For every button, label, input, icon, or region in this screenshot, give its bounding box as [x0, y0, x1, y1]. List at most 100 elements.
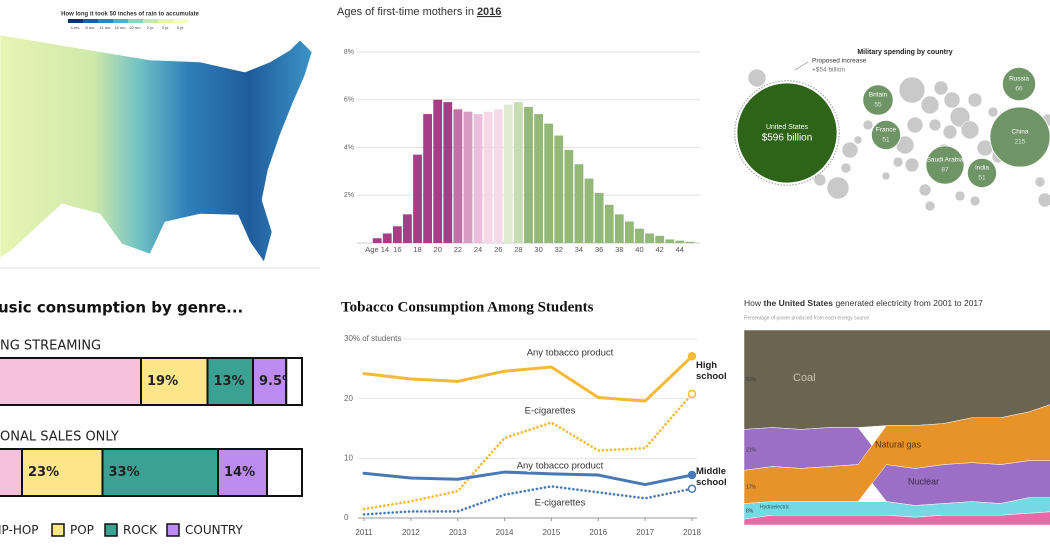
legend-label: 2 yr. [147, 25, 155, 30]
bar [372, 238, 382, 243]
bar [382, 233, 392, 243]
bar-segment [252, 357, 288, 406]
bar [413, 154, 422, 243]
end-dot [687, 470, 697, 480]
legend-label: COUNTRY [185, 523, 243, 537]
legend-swatch [166, 523, 180, 537]
other-country-bubble [943, 91, 961, 109]
bar [685, 241, 695, 243]
legend-label: POP [70, 523, 94, 537]
x-tick-label: 32 [555, 245, 563, 254]
group-label: High school [696, 360, 727, 382]
value-label: 8% [746, 509, 754, 515]
line-series [362, 354, 694, 403]
legend-swatch [51, 523, 65, 537]
area-band [743, 329, 1050, 430]
bar [584, 178, 594, 243]
chart-title: usic consumption by genre... [0, 299, 243, 317]
bar-segment [285, 357, 303, 406]
end-dot [687, 389, 697, 399]
bar [614, 214, 624, 243]
value-label: 21% [746, 447, 757, 453]
value-label: 17% [746, 484, 757, 490]
legend-swatch [104, 523, 118, 537]
group-label: Middle school [696, 466, 727, 488]
legend-label: ROCK [123, 523, 158, 537]
x-tick-label: 2016 [589, 528, 607, 537]
chart-title: Ages of first-time mothers in 2016 [337, 6, 501, 18]
x-tick-label: 2011 [355, 528, 373, 537]
chart-title: Tobacco Consumption Among Students [341, 299, 594, 315]
bubble-name: China [1012, 129, 1029, 136]
chart-title: Military spending by country [857, 49, 952, 56]
bar [665, 239, 675, 243]
x-tick-label: 38 [615, 245, 623, 254]
bubble-name: India [975, 165, 989, 172]
area-band [743, 511, 1050, 526]
annotation-leader [794, 61, 809, 71]
bubble-name: France [876, 127, 897, 134]
value-label: 23% [28, 465, 59, 480]
bubble-value: 66 [1015, 86, 1023, 93]
legend-label: 16 mo. [114, 25, 126, 30]
annotation-value: +$54 billion [812, 67, 845, 74]
bar [392, 226, 402, 243]
x-tick-label: 20 [434, 245, 442, 254]
other-country-bubble [1034, 176, 1046, 188]
other-country-bubble [904, 157, 920, 173]
series-label: Any tobacco product [527, 348, 614, 359]
bubble [925, 145, 965, 185]
legend-label: 5 yr. [177, 25, 185, 30]
legend-swatch [128, 19, 143, 23]
x-tick-label: 2013 [449, 528, 467, 537]
chart-title: How the United States generated electricit… [744, 298, 983, 308]
x-tick-label: 2018 [683, 528, 701, 537]
bubble-value: 55 [874, 102, 882, 109]
bar [493, 109, 503, 243]
x-tick-label: 30 [534, 245, 542, 254]
other-country-bubble [840, 162, 852, 174]
other-country-bubble [747, 68, 767, 88]
other-country-bubble [954, 190, 966, 202]
x-tick-label: 34 [575, 245, 583, 254]
bubble [966, 157, 998, 189]
x-tick-label: 22 [454, 245, 462, 254]
bubble [736, 82, 838, 184]
other-country-bubble [949, 106, 971, 128]
y-tick-label: 10 [344, 453, 353, 462]
bar-segment [266, 448, 303, 497]
other-country-bubble [906, 116, 924, 134]
bar [524, 106, 533, 243]
area-band [743, 404, 1050, 504]
row-label: ONAL SALES ONLY [0, 430, 119, 445]
line-series [362, 485, 694, 516]
legend-label: 3 yr. [162, 25, 170, 30]
bubble-name: Saudi Arabia [927, 157, 964, 164]
value-label: 13% [214, 374, 245, 389]
other-country-bubble [1037, 192, 1050, 208]
y-tick-label: 0 [344, 513, 349, 522]
other-country-bubble [928, 118, 942, 132]
y-tick-label: 20 [344, 394, 353, 403]
bar [564, 149, 574, 243]
other-country-bubble [813, 173, 827, 187]
legend-swatch [83, 19, 98, 23]
bar-segment [101, 448, 219, 497]
x-tick-label: 2015 [543, 528, 561, 537]
bar [514, 102, 523, 243]
x-tick-label: 18 [413, 245, 421, 254]
other-country-bubble [942, 124, 958, 140]
series-label: E-cigarettes [525, 406, 576, 417]
bar [554, 135, 564, 243]
legend-swatch [143, 19, 158, 23]
legend-label: 11 mo. [100, 25, 112, 30]
area-label: Coal [793, 372, 816, 384]
other-country-bubble [841, 141, 859, 159]
legend-label: 4 mo. [70, 25, 80, 30]
other-country-bubble [918, 183, 932, 197]
other-country-bubble [920, 95, 940, 115]
map-shape [0, 34, 313, 263]
row-label: NG STREAMING [0, 339, 101, 354]
value-label: 14% [224, 465, 255, 480]
